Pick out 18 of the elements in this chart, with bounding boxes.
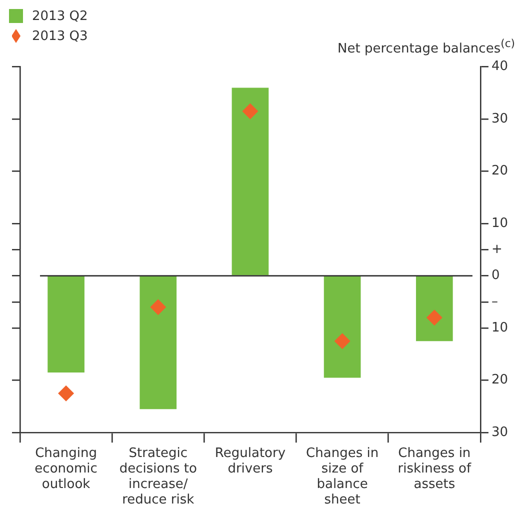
x-tick-label: Changes in riskiness of assets (398, 446, 472, 492)
legend-label: 2013 Q2 (32, 8, 88, 24)
y-tick-label: – (491, 294, 498, 310)
y-tick-label: 40 (491, 59, 508, 74)
y-tick-label: 10 (491, 216, 508, 231)
y-tick-label: 0 (491, 268, 500, 284)
y-tick-label: 10 (491, 320, 508, 336)
legend-label: 2013 Q3 (32, 28, 88, 44)
y-axis-title: Net percentage balances$^{(c)}$ (338, 36, 515, 56)
y-tick-label: 20 (491, 164, 508, 179)
y-tick-label: + (491, 242, 502, 258)
y-tick-label: 20 (491, 372, 508, 388)
x-tick-label: Changing economic outlook (34, 446, 98, 492)
x-tick-label: Strategic decisions to increase/reduce risk (119, 446, 197, 508)
y-tick-label: 30 (491, 111, 508, 126)
y-tick-label: 30 (491, 424, 508, 440)
x-tick-label: Regulatory drivers (214, 446, 286, 476)
x-tick-label: Changes in size of balance sheet (306, 446, 379, 508)
